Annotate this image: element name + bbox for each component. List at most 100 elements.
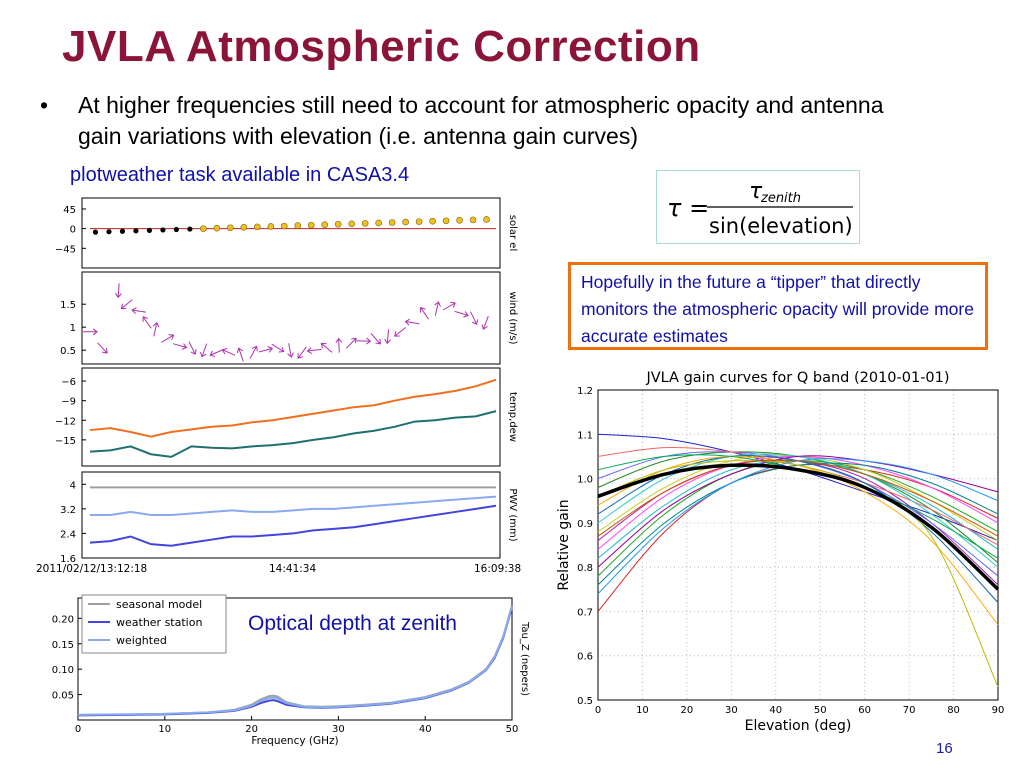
opacity-ylabel: Tau_Z (nepers): [519, 621, 530, 696]
wind-arrow: [142, 316, 152, 329]
formula-numerator-sub: zenith: [760, 191, 801, 206]
solar-point: [307, 221, 315, 229]
solar-point: [240, 224, 248, 231]
x-tick-label: 90: [992, 705, 1005, 716]
x-tick-label: 30: [725, 705, 738, 716]
wind-arrow: [320, 342, 333, 353]
wind-arrow: [258, 346, 274, 353]
wind-arrow-shape: [120, 299, 133, 310]
x-tick-label: 40: [419, 724, 432, 735]
wind-arrow: [393, 327, 406, 337]
x-tick-label: 20: [681, 705, 694, 716]
x-tick-label: 60: [858, 705, 871, 716]
x-tick-label: 80: [947, 705, 960, 716]
x-tick-label: 30: [332, 724, 345, 735]
opacity-xlabel: Frequency (GHz): [251, 735, 338, 747]
gain-curve: [597, 455, 999, 626]
wind-arrow: [271, 343, 285, 353]
y-tick-label: 1: [70, 323, 76, 334]
solar-point: [253, 223, 261, 231]
solar-point: [187, 226, 193, 232]
wind-arrow-shape: [188, 341, 197, 355]
panel-frame: [81, 197, 501, 269]
y-tick-label: 2.4: [60, 529, 76, 540]
gain-curves-chart: JVLA gain curves for Q band (2010-01-01)…: [556, 370, 1005, 734]
wind-arrow-shape: [172, 343, 188, 350]
wind-arrow: [236, 347, 244, 362]
panel-frame: [81, 471, 501, 559]
solar-point: [415, 218, 423, 225]
solar-point: [119, 228, 126, 234]
wind-arrow-shape: [404, 318, 420, 326]
y-tick-label: 1.1: [577, 430, 593, 441]
wind-arrow-shape: [393, 327, 406, 337]
y-tick-label: 0.5: [60, 346, 76, 357]
wind-arrow-shape: [419, 306, 429, 320]
y-tick-label: −6: [61, 377, 76, 388]
x-tick-label: 0: [75, 724, 81, 735]
solar-point: [361, 220, 369, 227]
slide-title: JVLA Atmospheric Correction: [62, 22, 701, 71]
wind-arrow-shape: [370, 333, 381, 345]
y-tick-label: 0.05: [52, 691, 74, 702]
solar-point: [402, 218, 409, 226]
wind-arrow-shape: [236, 347, 244, 362]
wind-arrow: [188, 341, 197, 355]
panel-ylabel: PWV (mm): [507, 488, 518, 541]
formula-graphic: τ = τ zenith sin(elevation): [667, 179, 853, 238]
wind-arrow-shape: [434, 301, 441, 316]
panel-frame: [81, 271, 501, 365]
wind-arrow: [384, 329, 392, 345]
wind-arrow-shape: [142, 316, 152, 329]
solar-point: [321, 221, 329, 228]
gain-frame: [597, 389, 999, 701]
wind-arrow: [434, 301, 441, 316]
solar-point: [146, 227, 153, 233]
y-tick-label: 0.9: [577, 519, 593, 530]
y-tick-label: −12: [55, 416, 76, 427]
solar-point: [133, 228, 139, 234]
optical-depth-label: Optical depth at zenith: [248, 612, 457, 635]
formula-lhs: τ =: [667, 194, 709, 222]
wind-arrow-shape: [384, 329, 392, 345]
solar-point: [456, 217, 463, 224]
y-tick-label: 0.8: [577, 563, 593, 574]
y-tick-label: 0.15: [52, 640, 74, 651]
y-tick-label: 1.0: [577, 475, 593, 486]
wind-arrow: [152, 321, 160, 337]
time-tick-label: 2011/02/12/13:12:18: [36, 563, 147, 575]
legend-label: seasonal model: [116, 598, 202, 611]
solar-point: [213, 224, 221, 232]
wind-arrow: [454, 310, 469, 318]
solar-point: [388, 219, 396, 226]
wind-arrow: [481, 315, 489, 330]
wind-arrow-shape: [297, 346, 307, 359]
solar-point: [294, 222, 302, 229]
tipper-note-box: Hopefully in the future a “tipper” that …: [568, 262, 988, 350]
x-tick-label: 10: [158, 724, 171, 735]
gain-curve: [597, 460, 999, 687]
wind-arrow: [97, 342, 108, 354]
gain-curve: [597, 459, 999, 537]
wind-arrow: [249, 345, 258, 359]
solar-point: [375, 219, 382, 227]
wind-arrow: [419, 306, 429, 320]
series-line: [89, 378, 497, 438]
x-tick-label: 70: [903, 705, 916, 716]
wind-arrow-shape: [209, 349, 224, 357]
solar-point: [92, 229, 99, 235]
wind-arrow-shape: [481, 315, 489, 330]
y-tick-label: 1.2: [577, 386, 593, 397]
y-tick-label: 0.5: [577, 696, 593, 707]
legend-label: weather station: [116, 616, 202, 629]
opacity-legend: seasonal model weather station weighted: [81, 594, 227, 654]
legend-label: weighted: [116, 634, 167, 647]
bullet-text: At higher frequencies still need to acco…: [78, 92, 884, 149]
wind-arrow: [199, 343, 208, 358]
y-tick-label: 3.2: [60, 505, 76, 516]
wind-arrow: [404, 318, 420, 326]
solar-point: [483, 216, 490, 223]
wind-arrow-shape: [271, 343, 285, 353]
formula-numerator: τ: [749, 179, 763, 204]
panel-ylabel: solar el: [507, 215, 518, 251]
